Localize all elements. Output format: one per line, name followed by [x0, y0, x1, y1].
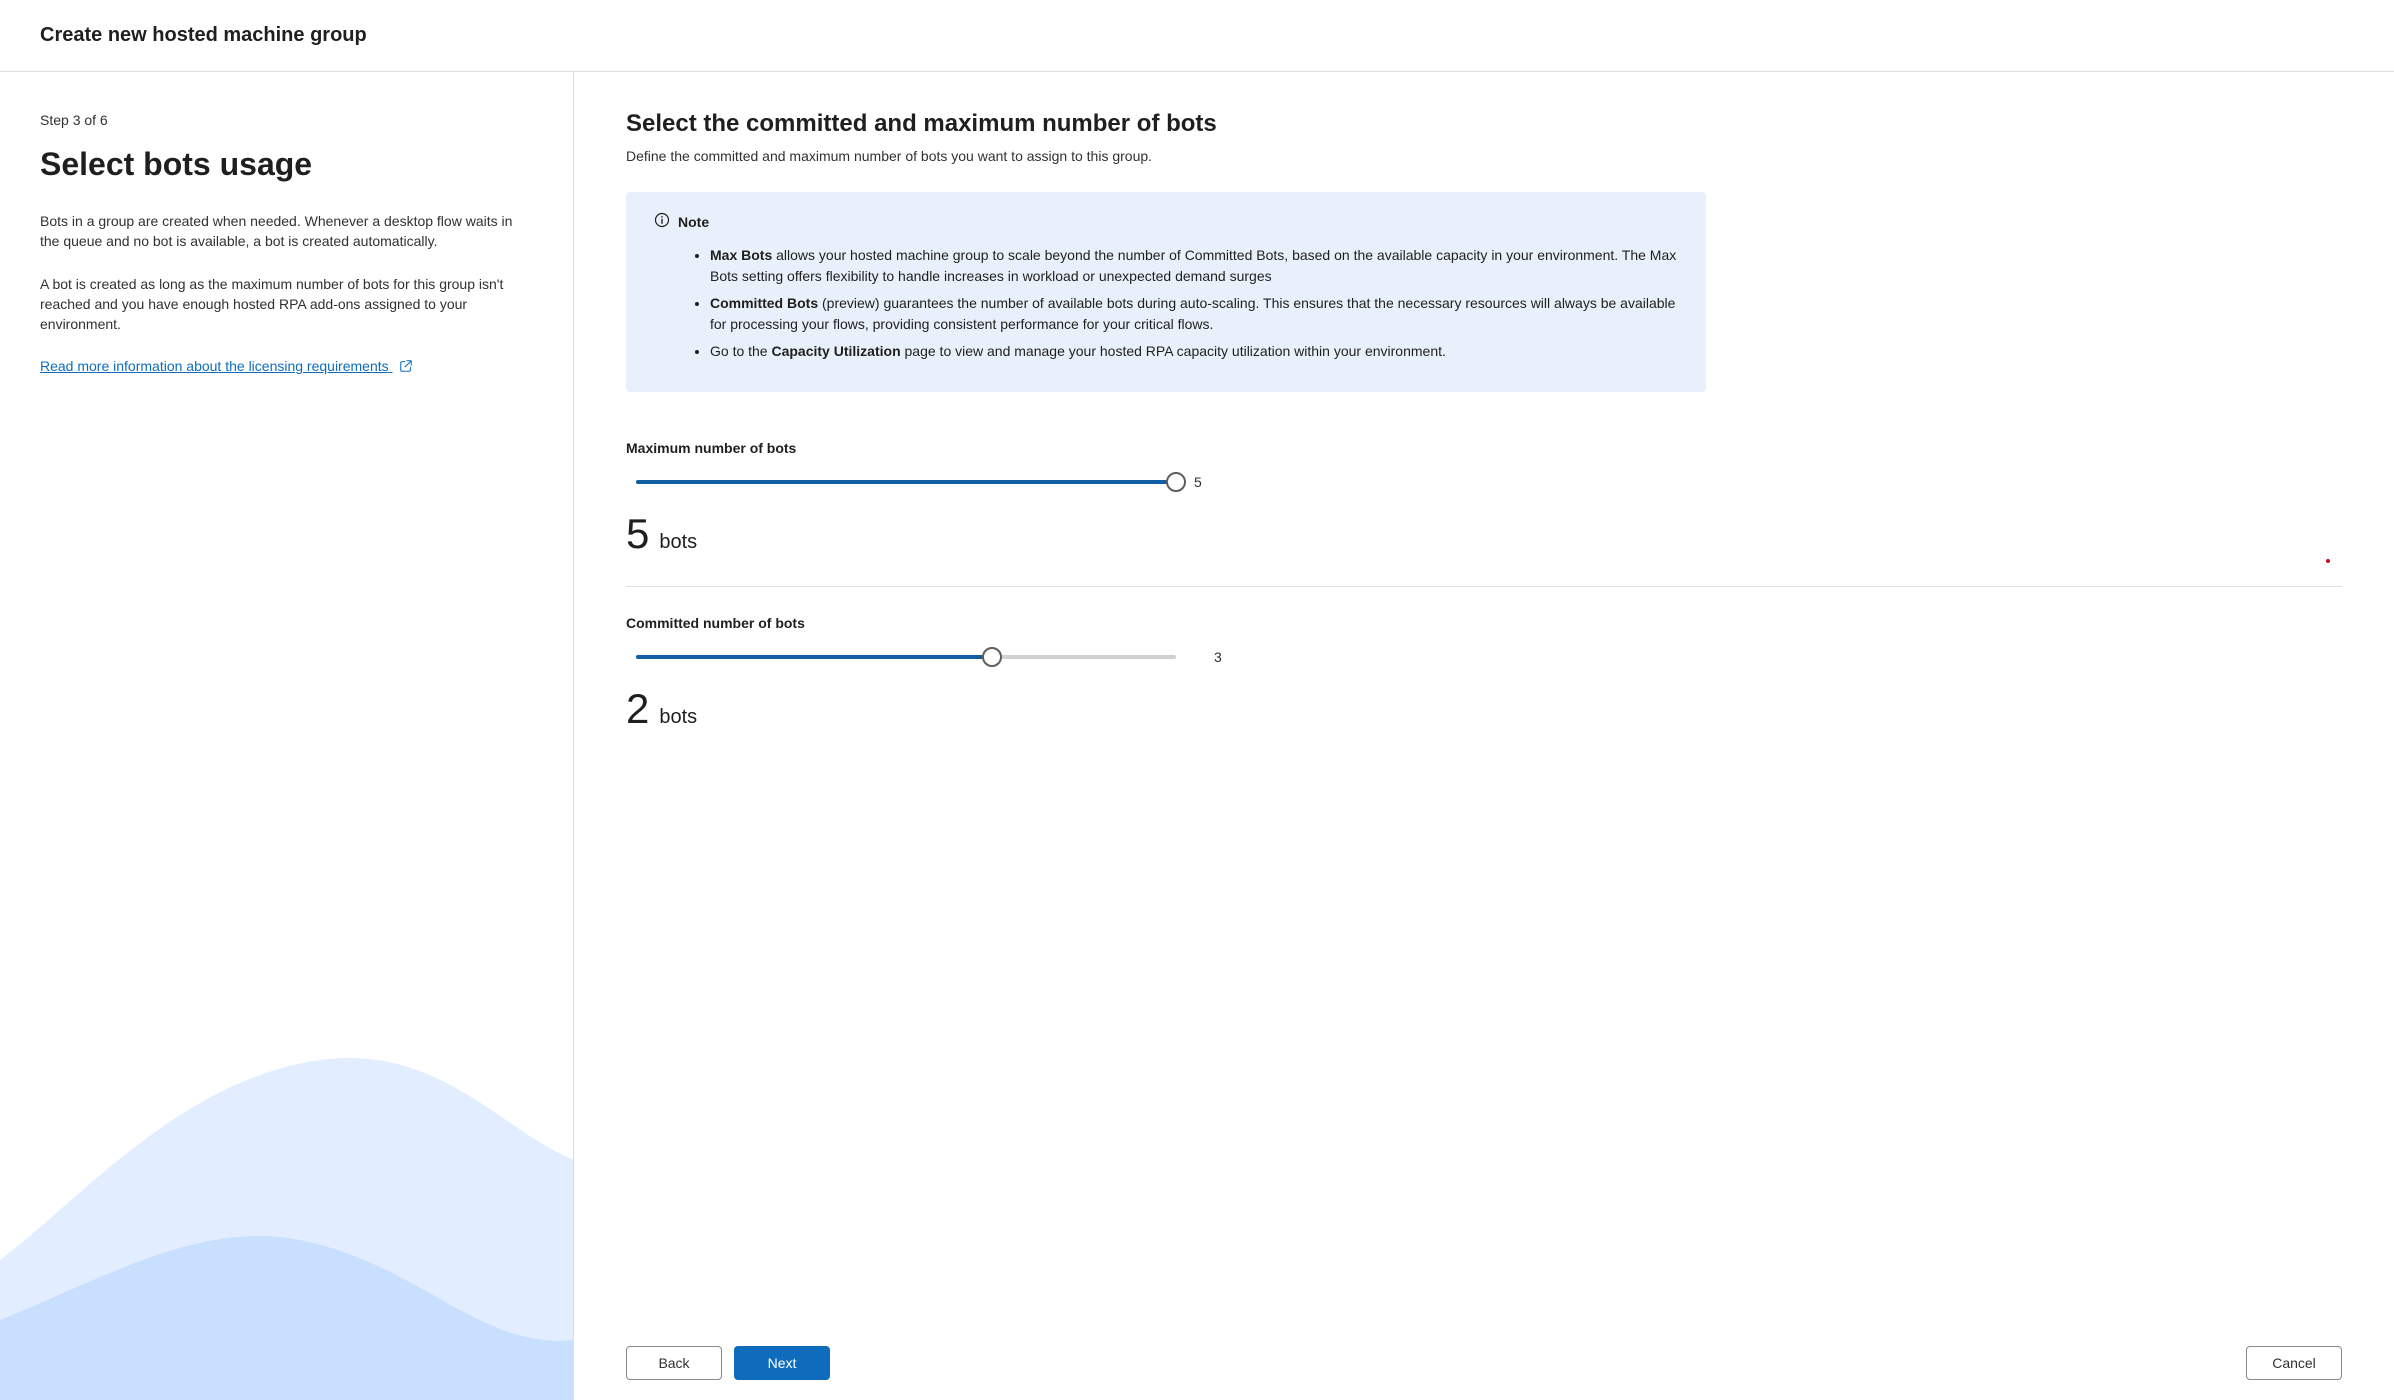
sidebar-heading: Select bots usage — [40, 146, 533, 183]
wizard-main: Select the committed and maximum number … — [574, 72, 2394, 1400]
max-bots-max-label: 5 — [1194, 474, 1202, 490]
wizard-header: Create new hosted machine group — [0, 0, 2394, 72]
note-item-3-pre: Go to the — [710, 343, 771, 359]
note-item-1-bold: Max Bots — [710, 247, 772, 263]
max-bots-slider-row: 5 — [626, 472, 2342, 492]
decorative-wave — [0, 980, 574, 1400]
note-item-3: Go to the Capacity Utilization page to v… — [710, 341, 1678, 362]
committed-bots-display: 2 bots — [626, 685, 2342, 733]
wizard-footer: Back Next Cancel — [574, 1328, 2394, 1400]
sidebar-paragraph-1: Bots in a group are created when needed.… — [40, 211, 530, 252]
note-label-text: Note — [678, 214, 709, 230]
cancel-button[interactable]: Cancel — [2246, 1346, 2342, 1380]
section-divider — [626, 586, 2342, 587]
wizard-title: Create new hosted machine group — [40, 24, 2354, 47]
sidebar-paragraph-2: A bot is created as long as the maximum … — [40, 274, 530, 335]
slider-thumb[interactable] — [982, 647, 1002, 667]
note-item-2-text: (preview) guarantees the number of avail… — [710, 295, 1675, 332]
main-subtext: Define the committed and maximum number … — [626, 148, 2342, 164]
note-item-1: Max Bots allows your hosted machine grou… — [710, 245, 1678, 287]
committed-bots-value: 2 — [626, 685, 649, 733]
wizard-sidebar: Step 3 of 6 Select bots usage Bots in a … — [0, 72, 574, 1400]
wizard-layout: Step 3 of 6 Select bots usage Bots in a … — [0, 72, 2394, 1400]
max-bots-slider[interactable] — [626, 472, 1186, 492]
main-heading: Select the committed and maximum number … — [626, 110, 2342, 138]
slider-track-fill — [636, 655, 992, 659]
max-bots-unit: bots — [659, 531, 697, 554]
slider-thumb[interactable] — [1166, 472, 1186, 492]
note-list: Max Bots allows your hosted machine grou… — [678, 245, 1678, 362]
note-item-2-bold: Committed Bots — [710, 295, 818, 311]
step-indicator: Step 3 of 6 — [40, 112, 533, 128]
licensing-link-text: Read more information about the licensin… — [40, 358, 389, 374]
committed-bots-unit: bots — [659, 706, 697, 729]
slider-track-fill — [636, 480, 1176, 484]
max-bots-label: Maximum number of bots — [626, 440, 2342, 456]
committed-bots-label: Committed number of bots — [626, 615, 2342, 631]
committed-bots-section: Committed number of bots 3 2 bots — [626, 615, 2342, 733]
committed-bots-slider-row: 3 — [626, 647, 2342, 667]
note-item-2: Committed Bots (preview) guarantees the … — [710, 293, 1678, 335]
main-content: Select the committed and maximum number … — [574, 72, 2394, 1328]
committed-bots-max-label: 3 — [1214, 649, 1222, 665]
note-box: Note Max Bots allows your hosted machine… — [626, 192, 1706, 392]
note-item-1-text: allows your hosted machine group to scal… — [710, 247, 1676, 284]
note-header: Note — [654, 212, 1678, 231]
committed-bots-slider[interactable] — [626, 647, 1186, 667]
note-item-3-text: page to view and manage your hosted RPA … — [901, 343, 1446, 359]
max-bots-display: 5 bots — [626, 510, 2342, 558]
max-bots-value: 5 — [626, 510, 649, 558]
next-button[interactable]: Next — [734, 1346, 830, 1380]
note-item-3-bold: Capacity Utilization — [771, 343, 900, 359]
licensing-link[interactable]: Read more information about the licensin… — [40, 358, 413, 374]
max-bots-section: Maximum number of bots 5 5 bots — [626, 440, 2342, 558]
info-icon — [654, 212, 670, 231]
back-button[interactable]: Back — [626, 1346, 722, 1380]
external-link-icon — [399, 358, 413, 379]
red-dot-marker — [2326, 559, 2330, 563]
